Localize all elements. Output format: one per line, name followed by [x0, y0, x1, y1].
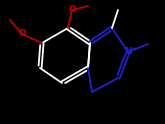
Text: +: + — [131, 46, 137, 51]
Text: O: O — [68, 5, 76, 15]
Text: O: O — [18, 30, 26, 38]
Text: N: N — [124, 47, 132, 57]
